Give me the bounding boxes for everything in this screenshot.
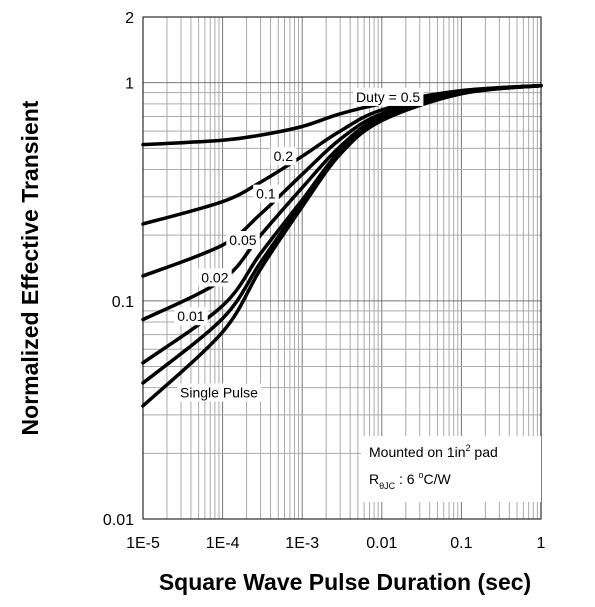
- curve-line: [143, 86, 541, 406]
- x-tick-label: 1E-5: [126, 535, 160, 552]
- mounting-note: Mounted on 1in2 pad RθJC : 6 oC/W: [361, 436, 541, 502]
- curve-label: 0.02: [201, 269, 228, 285]
- mounting-note-line1: Mounted on 1in2 pad: [369, 443, 498, 460]
- resistance-subscript: θJC: [379, 481, 396, 491]
- mounting-note-text: Mounted on 1in: [369, 444, 466, 460]
- curve-label: Duty = 0.5: [356, 89, 420, 105]
- resistance-symbol: R: [369, 471, 379, 487]
- resistance-value: : 6: [395, 471, 418, 487]
- y-tick-label: 0.01: [103, 512, 134, 529]
- x-tick-label: 1E-4: [206, 535, 240, 552]
- resistance-unit: C/W: [424, 471, 452, 487]
- y-axis-title: Normalized Effective Transient: [17, 100, 43, 435]
- x-tick-label: 1: [537, 535, 546, 552]
- curve-label: Single Pulse: [180, 385, 258, 401]
- curve-label: 0.2: [274, 148, 294, 164]
- curve-label: 0.1: [256, 186, 276, 202]
- y-tick-label: 1: [125, 76, 134, 93]
- curve-label: 0.01: [177, 308, 204, 324]
- x-tick-label: 0.1: [450, 535, 472, 552]
- mounting-note-tail: pad: [471, 444, 498, 460]
- y-tick-label: 0.1: [112, 294, 134, 311]
- curve-label: 0.05: [229, 232, 256, 248]
- x-tick-label: 1E-3: [285, 535, 319, 552]
- x-axis-title: Square Wave Pulse Duration (sec): [159, 569, 531, 595]
- x-tick-label: 0.01: [366, 535, 397, 552]
- curves: [143, 86, 541, 406]
- y-tick-label: 2: [125, 10, 134, 27]
